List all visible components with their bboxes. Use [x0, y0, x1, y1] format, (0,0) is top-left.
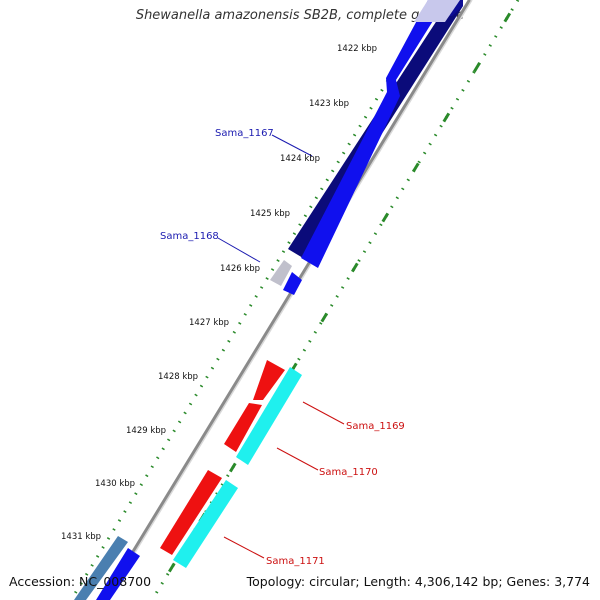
tick-label-1431: 1431 kbp — [61, 532, 101, 542]
tick-label-1424: 1424 kbp — [280, 154, 320, 164]
gene-label-sama-1168: Sama_1168 — [160, 231, 219, 242]
major-tick-dash — [320, 312, 329, 323]
gene-lower-shaded — [74, 536, 128, 600]
gene-label-sama-1170: Sama_1170 — [319, 467, 378, 478]
major-tick-dash — [229, 462, 237, 473]
gene-upper-pale — [414, 0, 460, 22]
tick-labels: 1422 kbp 1423 kbp 1424 kbp 1425 kbp 1426… — [61, 44, 377, 542]
tick-label-1425: 1425 kbp — [250, 209, 290, 219]
gene-label-sama-1171: Sama_1171 — [266, 556, 325, 567]
connector-sama-1169 — [302, 401, 345, 425]
tick-label-1428: 1428 kbp — [158, 372, 198, 382]
connector-sama-1167 — [271, 134, 313, 157]
page-title: Shewanella amazonensis SB2B, complete ge… — [135, 8, 465, 23]
label-connectors — [217, 134, 345, 559]
tick-label-1426: 1426 kbp — [220, 264, 260, 274]
gene-label-sama-1167: Sama_1167 — [215, 128, 274, 139]
inner-dotted-guide — [69, 0, 439, 600]
gene-sama-1171-red — [160, 470, 222, 555]
tick-label-1427: 1427 kbp — [189, 318, 229, 328]
reverse-features — [160, 360, 302, 568]
gene-lower-blue — [96, 548, 140, 600]
forward-features — [270, 0, 463, 295]
gene-sama-1170 — [236, 367, 302, 465]
connector-sama-1168 — [217, 237, 261, 263]
gene-sama-1169-b — [224, 403, 262, 452]
major-tick-dash — [381, 212, 390, 223]
gene-label-sama-1169: Sama_1169 — [346, 421, 405, 432]
tick-guides — [69, 0, 520, 600]
major-tick-dash — [442, 112, 451, 123]
gene-sama-1167 — [301, 0, 446, 268]
genome-summary-text: Topology: circular; Length: 4,306,142 bp… — [246, 574, 590, 589]
major-tick-dash — [503, 12, 512, 23]
gene-sama-1168 — [283, 272, 302, 295]
major-tick-dash — [412, 162, 420, 173]
connector-sama-1170 — [276, 447, 319, 471]
accession-text: Accession: NC_008700 — [9, 574, 152, 589]
tick-label-1423: 1423 kbp — [309, 99, 349, 109]
tick-label-1422: 1422 kbp — [337, 44, 377, 54]
gene-sama-1171 — [173, 480, 238, 568]
gene-sama-1168-pseudo — [270, 260, 292, 286]
connector-sama-1171 — [223, 536, 265, 559]
lower-forward-features — [74, 536, 140, 600]
tick-label-1430: 1430 kbp — [95, 479, 135, 489]
major-tick-dash — [168, 562, 176, 573]
tick-label-1429: 1429 kbp — [126, 426, 166, 436]
major-tick-marks — [168, 12, 512, 573]
genome-backbone-highlight — [105, 0, 473, 600]
genome-backbone — [102, 0, 472, 600]
gene-sama-1169 — [253, 360, 285, 400]
major-tick-dash — [351, 262, 359, 273]
major-tick-dash — [473, 62, 481, 73]
gene-labels: Sama_1167 Sama_1168 Sama_1169 Sama_1170 … — [160, 128, 405, 567]
